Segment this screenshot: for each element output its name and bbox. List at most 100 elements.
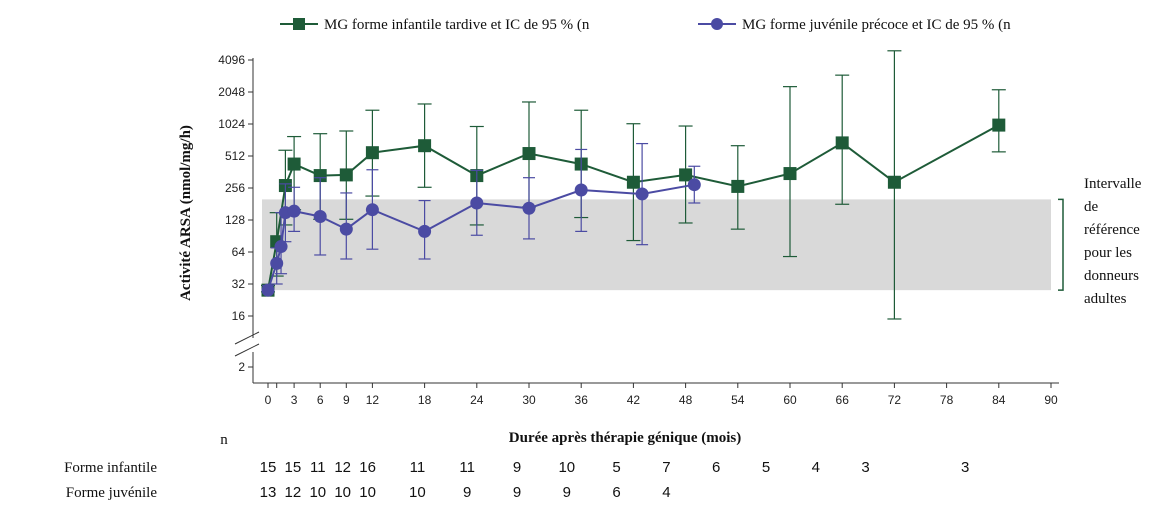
n-row-label: Forme juvénile — [66, 485, 158, 501]
n-cell: 4 — [812, 459, 820, 476]
y-tick-label: 4096 — [218, 53, 245, 67]
n-cell: 13 — [260, 484, 277, 501]
n-cell: 6 — [712, 459, 720, 476]
n-cell: 4 — [662, 484, 670, 501]
n-cell: 10 — [309, 484, 326, 501]
n-cell: 12 — [285, 484, 302, 501]
n-cell: 11 — [410, 459, 426, 476]
data-point — [626, 175, 640, 189]
legend-label: MG forme juvénile précoce et IC de 95 % … — [742, 17, 1011, 33]
n-cell: 10 — [409, 484, 426, 501]
y-tick-label: 32 — [232, 277, 246, 291]
x-tick-label: 0 — [265, 393, 272, 407]
data-point — [470, 196, 484, 210]
x-tick-label: 54 — [731, 393, 745, 407]
x-tick-label: 30 — [522, 393, 536, 407]
n-cell: 11 — [310, 459, 326, 476]
legend-label: MG forme infantile tardive et IC de 95 %… — [324, 17, 590, 33]
data-point — [365, 203, 379, 217]
n-cell: 16 — [359, 459, 376, 476]
x-tick-label: 48 — [679, 393, 693, 407]
series-juvenile — [261, 142, 701, 297]
data-point — [418, 224, 432, 238]
n-table: n Forme infantile 15 15 11 12 16 11 11 9 10 5 7 6 5 4 3 3… — [64, 432, 969, 501]
x-tick-label: 9 — [343, 393, 350, 407]
x-tick-label: 60 — [783, 393, 797, 407]
n-table-row-infantile: Forme infantile 15 15 11 12 16 11 11 9 10 5 7 6 5 4 3 3 — [64, 459, 969, 476]
n-cell: 9 — [463, 484, 471, 501]
data-point — [522, 147, 536, 161]
legend-item-infantile: MG forme infantile tardive et IC de 95 %… — [280, 17, 590, 33]
n-cell: 15 — [285, 459, 302, 476]
n-cell: 3 — [961, 459, 969, 476]
data-point — [783, 167, 797, 181]
data-point — [687, 178, 701, 192]
annotation-line: adultes — [1084, 291, 1127, 307]
n-row-label: Forme infantile — [64, 460, 157, 476]
x-tick-label: 72 — [888, 393, 902, 407]
n-cell: 11 — [459, 459, 475, 476]
n-cell: 6 — [612, 484, 620, 501]
data-point — [261, 283, 275, 297]
y-tick-label: 1024 — [218, 117, 245, 131]
x-tick-label: 6 — [317, 393, 324, 407]
annotation-line: donneurs — [1084, 268, 1139, 284]
x-tick-label: 3 — [291, 393, 298, 407]
y-tick-label: 256 — [225, 181, 245, 195]
n-cell: 9 — [513, 484, 521, 501]
data-point — [418, 139, 432, 153]
reference-band-layer — [262, 199, 1051, 291]
legend-item-juvenile: MG forme juvénile précoce et IC de 95 % … — [698, 17, 1011, 33]
y-axis-title: Activité ARSA (nmol/mg/h) — [178, 125, 194, 301]
annotation-line: pour les — [1084, 245, 1132, 261]
n-cell: 9 — [563, 484, 571, 501]
data-point — [274, 240, 288, 254]
reference-bracket — [1058, 198, 1064, 291]
x-tick-label: 84 — [992, 393, 1006, 407]
legend-marker — [293, 18, 305, 30]
x-tick-label: 36 — [575, 393, 589, 407]
x-tick-label: 18 — [418, 393, 432, 407]
y-tick-label: 128 — [225, 213, 245, 227]
n-cell: 7 — [662, 459, 670, 476]
n-cell: 12 — [334, 459, 351, 476]
n-cell: 3 — [861, 459, 869, 476]
reference-band — [262, 199, 1051, 291]
data-point — [339, 222, 353, 236]
n-cell: 5 — [762, 459, 770, 476]
data-point — [287, 157, 301, 171]
y-tick-label: 64 — [232, 245, 246, 259]
n-table-header: n — [220, 432, 228, 448]
series-layer — [261, 50, 1006, 320]
n-cell: 15 — [260, 459, 277, 476]
data-point — [887, 175, 901, 189]
x-tick-label: 24 — [470, 393, 484, 407]
n-cell: 9 — [513, 459, 521, 476]
x-tick-label: 90 — [1044, 393, 1058, 407]
y-tick-label: 16 — [232, 309, 246, 323]
data-point — [270, 256, 284, 270]
x-tick-label: 42 — [627, 393, 641, 407]
n-cell: 10 — [359, 484, 376, 501]
x-tick-label: 12 — [366, 393, 380, 407]
reference-annotation: Intervalle de référence pour les donneurs adu… — [1058, 176, 1142, 307]
n-table-row-juvenile: Forme juvénile 13 12 10 10 10 10 9 9 9 6 4 — [66, 484, 671, 501]
data-point — [731, 179, 745, 193]
n-cell: 5 — [612, 459, 620, 476]
n-cell: 10 — [334, 484, 351, 501]
x-tick-label: 78 — [940, 393, 954, 407]
legend: MG forme infantile tardive et IC de 95 %… — [280, 17, 1011, 33]
data-point — [365, 146, 379, 160]
legend-marker — [711, 18, 723, 30]
data-point — [522, 201, 536, 215]
axis-break-mark-1 — [234, 331, 260, 345]
y-tick-label: 512 — [225, 149, 245, 163]
data-point — [635, 187, 649, 201]
axis-break-mark-2 — [234, 343, 260, 357]
annotation-line: Intervalle — [1084, 176, 1142, 192]
n-cell: 10 — [558, 459, 575, 476]
x-tick-label: 66 — [836, 393, 850, 407]
annotation-line: de — [1084, 199, 1099, 215]
annotation-line: référence — [1084, 222, 1140, 238]
